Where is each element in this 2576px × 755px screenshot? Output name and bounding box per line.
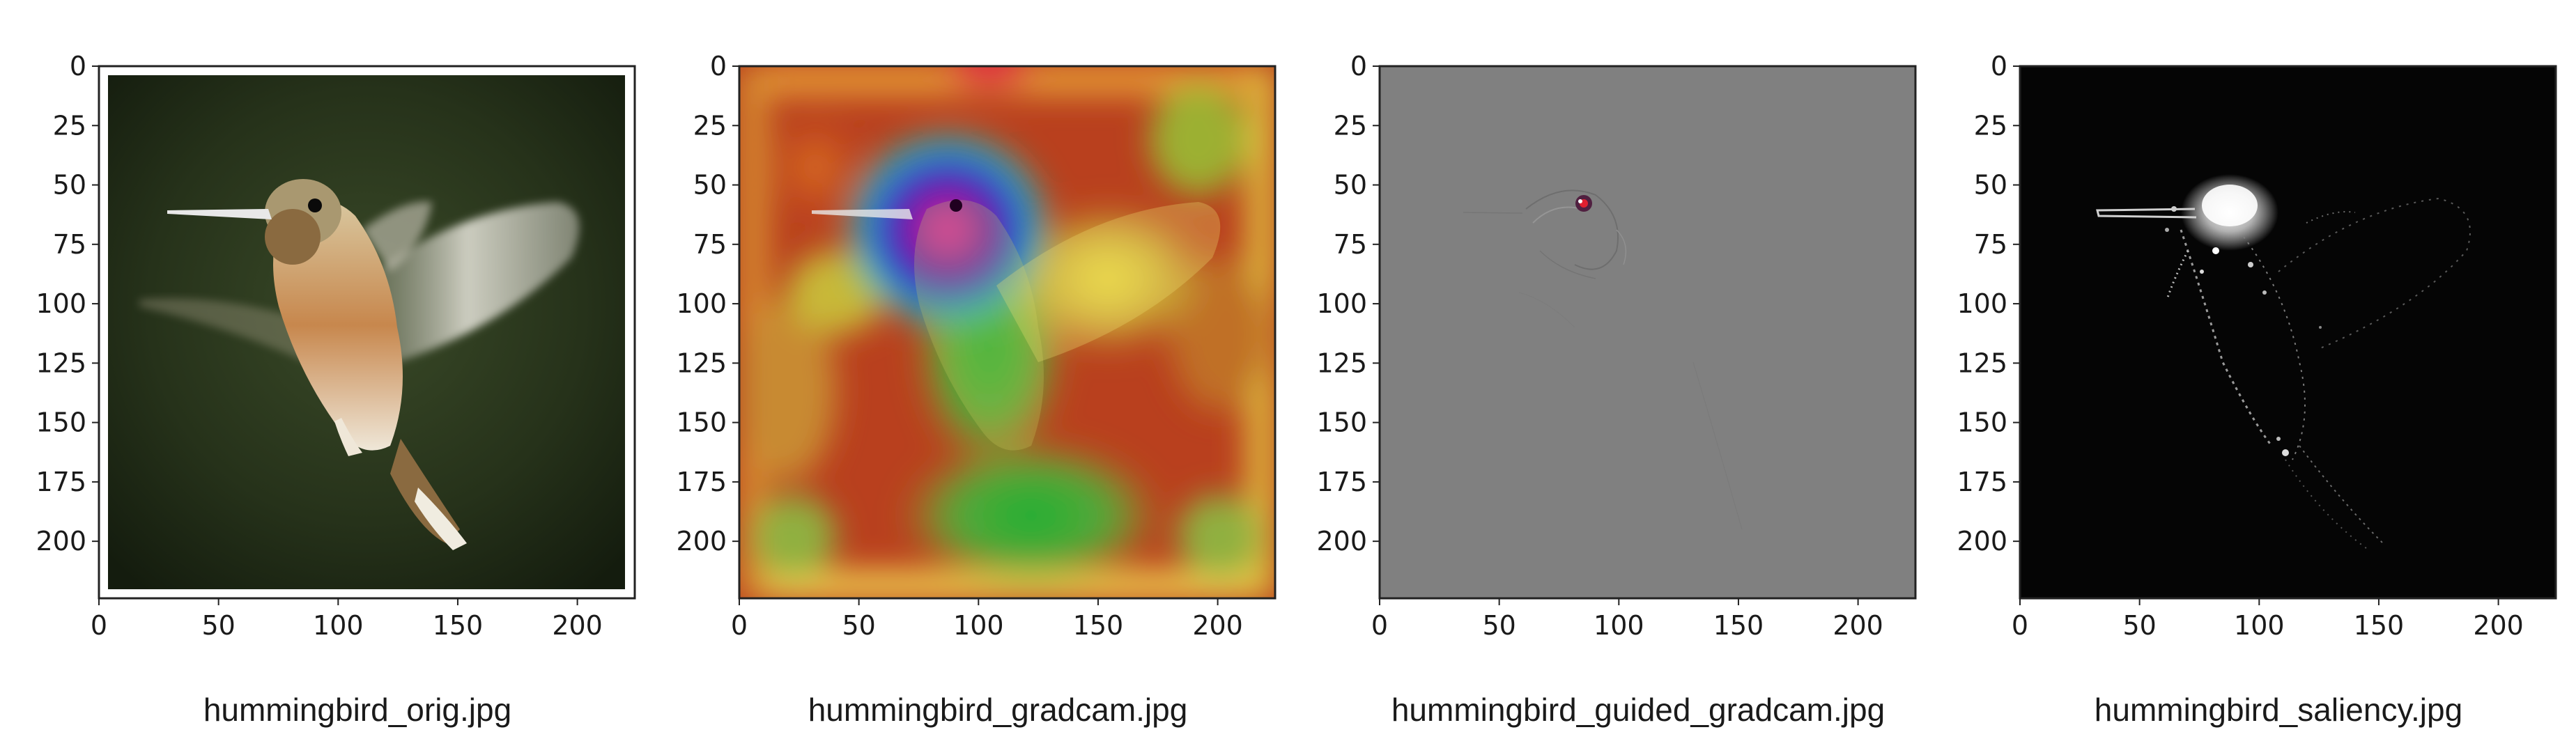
y-tick-label: 75 [693, 229, 727, 260]
y-tick-label: 175 [676, 467, 727, 497]
y-tick-label: 50 [693, 170, 727, 201]
panel-axes: 0 50 100 150 200 0 25 50 75 100 125 150 175 200 hummin… [1957, 51, 2523, 728]
x-tick-label: 100 [1594, 610, 1644, 641]
saliency-plot-frame [2019, 65, 2557, 600]
y-tick-label: 0 [1350, 51, 1367, 81]
x-tick-label: 100 [313, 610, 364, 641]
x-tick-label: 100 [2234, 610, 2285, 641]
x-tick-label: 0 [2012, 610, 2028, 641]
y-tick-label: 150 [1957, 407, 2007, 438]
panel-caption: hummingbird_saliency.jpg [2095, 692, 2462, 728]
y-tick-label: 175 [36, 467, 86, 497]
x-tick-label: 0 [1371, 610, 1388, 641]
original-plot-frame [98, 65, 636, 600]
y-tick-label: 25 [1334, 110, 1367, 141]
y-tick-label: 150 [676, 407, 727, 438]
y-tick-label: 150 [1316, 407, 1367, 438]
y-tick-label: 100 [36, 288, 86, 319]
y-tick-label: 0 [710, 51, 727, 81]
y-tick-label: 50 [1334, 170, 1367, 201]
y-tick-label: 125 [1316, 348, 1367, 378]
y-tick-label: 25 [1974, 110, 2007, 141]
panel-caption: hummingbird_guided_gradcam.jpg [1391, 692, 1885, 728]
panel-axes: 0 50 100 150 200 0 25 50 75 100 125 150 175 200 hummin… [676, 51, 1242, 728]
y-tick-label: 25 [693, 110, 727, 141]
y-tick-label: 75 [53, 229, 86, 260]
x-tick-label: 50 [201, 610, 235, 641]
guided-gradcam-plot-frame [1378, 65, 1917, 600]
y-tick-label: 0 [1991, 51, 2007, 81]
y-tick-label: 175 [1316, 467, 1367, 497]
y-tick-label: 100 [676, 288, 727, 319]
y-tick-label: 50 [1974, 170, 2007, 201]
panel-axes: 0 50 100 150 200 0 25 50 75 100 125 150 175 200 hummin… [36, 51, 602, 728]
panel-gradcam [738, 65, 1277, 600]
x-tick-label: 200 [552, 610, 603, 641]
x-tick-label: 100 [953, 610, 1004, 641]
y-tick-label: 125 [1957, 348, 2007, 378]
x-tick-label: 200 [2473, 610, 2524, 641]
x-tick-label: 150 [2354, 610, 2405, 641]
y-tick-label: 200 [36, 526, 86, 556]
panel-original [98, 65, 636, 600]
y-tick-label: 125 [676, 348, 727, 378]
panel-saliency [2019, 65, 2557, 600]
x-tick-label: 50 [842, 610, 875, 641]
y-tick-label: 125 [36, 348, 86, 378]
y-tick-label: 0 [70, 51, 86, 81]
panel-axes: 0 50 100 150 200 0 25 50 75 100 125 150 175 200 hummin… [1316, 51, 1885, 728]
y-tick-label: 75 [1974, 229, 2007, 260]
x-tick-label: 150 [1073, 610, 1124, 641]
y-tick-label: 200 [1316, 526, 1367, 556]
x-tick-label: 150 [1713, 610, 1764, 641]
x-tick-label: 0 [731, 610, 748, 641]
x-tick-label: 50 [2122, 610, 2156, 641]
x-tick-label: 200 [1192, 610, 1243, 641]
x-tick-label: 50 [1482, 610, 1515, 641]
y-tick-label: 75 [1334, 229, 1367, 260]
panel-caption: hummingbird_orig.jpg [203, 692, 511, 728]
gradcam-plot-frame [738, 65, 1277, 600]
y-tick-label: 100 [1957, 288, 2007, 319]
y-tick-label: 100 [1316, 288, 1367, 319]
guided-gradcam-image [1380, 66, 1915, 598]
saliency-image [2020, 66, 2556, 598]
y-tick-label: 50 [53, 170, 86, 201]
axes-layer: 0 50 100 150 200 0 25 50 75 100 125 150 175 200 hummin… [36, 51, 2523, 728]
y-tick-label: 200 [676, 526, 727, 556]
x-tick-label: 150 [433, 610, 484, 641]
panel-caption: hummingbird_gradcam.jpg [808, 692, 1188, 728]
original-image [99, 66, 635, 598]
y-tick-label: 200 [1957, 526, 2007, 556]
gradcam-image [739, 66, 1275, 598]
x-tick-label: 0 [91, 610, 107, 641]
y-tick-label: 25 [53, 110, 86, 141]
y-tick-label: 150 [36, 407, 86, 438]
x-tick-label: 200 [1833, 610, 1883, 641]
panel-guided-gradcam [1378, 65, 1917, 600]
y-tick-label: 175 [1957, 467, 2007, 497]
